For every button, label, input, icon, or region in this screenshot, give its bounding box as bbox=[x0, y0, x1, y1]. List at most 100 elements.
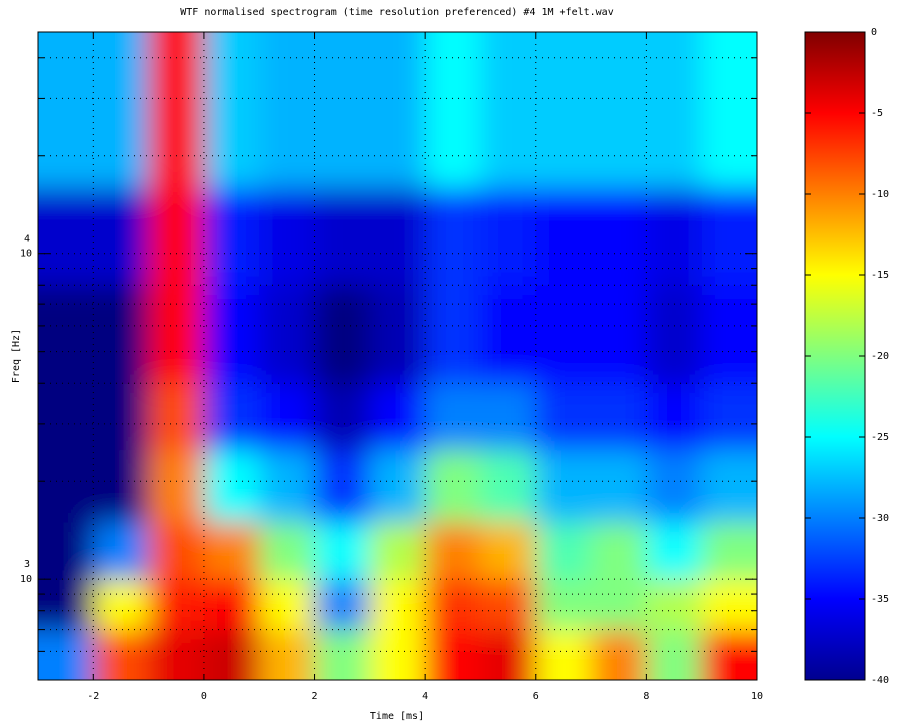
y-tick-exponent: 3 bbox=[24, 559, 30, 570]
heat-cell bbox=[535, 187, 592, 286]
heat-cell bbox=[314, 383, 371, 451]
heat-cell bbox=[480, 383, 537, 451]
heat-cell bbox=[480, 521, 537, 580]
heat-cell bbox=[369, 383, 426, 451]
heat-cell bbox=[369, 32, 426, 188]
heat-cell bbox=[314, 285, 371, 384]
heat-cell bbox=[535, 32, 592, 188]
x-tick-label: 4 bbox=[422, 691, 428, 702]
heat-cell bbox=[425, 449, 481, 523]
heat-cell bbox=[93, 187, 150, 286]
y-tick-label: 10 bbox=[20, 249, 32, 260]
heat-cell bbox=[314, 187, 371, 286]
heat-cell bbox=[425, 521, 481, 580]
heat-cell bbox=[425, 32, 481, 188]
heat-cell bbox=[701, 32, 757, 188]
colorbar bbox=[804, 31, 866, 681]
heat-cell bbox=[369, 449, 426, 523]
heat-cell bbox=[535, 579, 592, 631]
y-axis-label: Freq [Hz] bbox=[11, 329, 22, 383]
heat-cell bbox=[425, 285, 481, 384]
heat-cell bbox=[535, 521, 592, 580]
heat-cell bbox=[38, 521, 94, 580]
heat-cell bbox=[38, 285, 94, 384]
heat-cell bbox=[646, 449, 703, 523]
heat-cell bbox=[314, 449, 371, 523]
heat-cell bbox=[646, 187, 703, 286]
heat-cell bbox=[259, 285, 316, 384]
heat-cell bbox=[259, 383, 316, 451]
y-tick-exponent: 4 bbox=[24, 234, 30, 245]
heat-cell bbox=[203, 579, 260, 631]
heat-cell bbox=[259, 449, 316, 523]
heatmap-cells bbox=[38, 32, 757, 680]
heat-cell bbox=[591, 285, 647, 384]
heat-cell bbox=[93, 285, 150, 384]
heat-cell bbox=[591, 521, 647, 580]
colorbar-tick-label: -5 bbox=[871, 108, 883, 119]
heat-cell bbox=[646, 629, 703, 680]
heat-cell bbox=[259, 187, 316, 286]
heat-cell bbox=[701, 521, 757, 580]
heat-cell bbox=[369, 187, 426, 286]
heat-cell bbox=[425, 579, 481, 631]
heat-cell bbox=[535, 449, 592, 523]
x-tick-label: 8 bbox=[643, 691, 649, 702]
heat-cell bbox=[646, 383, 703, 451]
heat-cell bbox=[203, 521, 260, 580]
heat-cell bbox=[535, 285, 592, 384]
heat-cell bbox=[203, 629, 260, 680]
heat-cell bbox=[701, 285, 757, 384]
heat-cell bbox=[259, 521, 316, 580]
heat-cell bbox=[203, 32, 260, 188]
colorbar-tick-label: -40 bbox=[871, 675, 889, 686]
heat-cell bbox=[259, 579, 316, 631]
heatmap bbox=[38, 32, 757, 680]
heat-cell bbox=[701, 449, 757, 523]
heat-cell bbox=[259, 32, 316, 188]
heat-cell bbox=[591, 32, 647, 188]
heat-cell bbox=[148, 285, 205, 384]
heat-cell bbox=[259, 629, 316, 680]
heat-cell bbox=[93, 32, 150, 188]
heat-cell bbox=[701, 187, 757, 286]
heat-cell bbox=[646, 579, 703, 631]
heat-cell bbox=[148, 187, 205, 286]
heat-cell bbox=[369, 629, 426, 680]
heat-cell bbox=[38, 629, 94, 680]
heat-cell bbox=[93, 383, 150, 451]
heat-cell bbox=[148, 383, 205, 451]
heat-cell bbox=[480, 629, 537, 680]
colorbar-tick-label: -10 bbox=[871, 189, 889, 200]
colorbar-tick-label: -30 bbox=[871, 513, 889, 524]
heat-cell bbox=[646, 285, 703, 384]
x-tick-label: 2 bbox=[312, 691, 318, 702]
heat-cell bbox=[701, 383, 757, 451]
heat-cell bbox=[646, 32, 703, 188]
colorbar-tick-label: -25 bbox=[871, 432, 889, 443]
heat-cell bbox=[369, 579, 426, 631]
heat-cell bbox=[535, 383, 592, 451]
heat-cell bbox=[480, 579, 537, 631]
heat-cell bbox=[148, 449, 205, 523]
heat-cell bbox=[591, 449, 647, 523]
colorbar-tick-label: -20 bbox=[871, 351, 889, 362]
heat-cell bbox=[93, 449, 150, 523]
heat-cell bbox=[591, 383, 647, 451]
axes: -2 0 2 4 6 8 10 10 3 10 4 bbox=[20, 31, 763, 702]
colorbar-tick-label: -35 bbox=[871, 594, 889, 605]
heat-cell bbox=[38, 32, 94, 188]
colorbar-tick-label: -15 bbox=[871, 270, 889, 281]
heat-cell bbox=[314, 521, 371, 580]
heat-cell bbox=[203, 187, 260, 286]
colorbar-tick-label: 0 bbox=[871, 27, 877, 38]
heat-cell bbox=[591, 579, 647, 631]
heat-cell bbox=[480, 32, 537, 188]
heat-cell bbox=[314, 579, 371, 631]
heat-cell bbox=[38, 187, 94, 286]
heat-cell bbox=[38, 383, 94, 451]
heat-cell bbox=[203, 285, 260, 384]
heat-cell bbox=[93, 521, 150, 580]
heat-cell bbox=[701, 579, 757, 631]
heat-cell bbox=[148, 32, 205, 188]
